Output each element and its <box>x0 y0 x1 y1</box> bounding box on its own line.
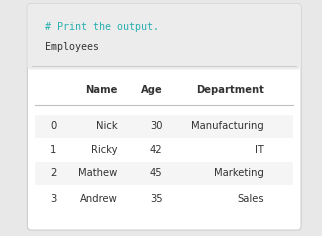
Text: # Print the output.: # Print the output. <box>45 22 159 32</box>
Text: 1: 1 <box>50 145 56 155</box>
Text: 0: 0 <box>50 121 56 131</box>
Text: IT: IT <box>255 145 264 155</box>
Text: 2: 2 <box>50 169 56 178</box>
Text: Andrew: Andrew <box>80 194 118 204</box>
FancyBboxPatch shape <box>27 4 301 70</box>
Text: 42: 42 <box>150 145 163 155</box>
Text: Age: Age <box>141 85 163 95</box>
FancyBboxPatch shape <box>27 4 301 230</box>
Text: 35: 35 <box>150 194 163 204</box>
Text: 30: 30 <box>150 121 163 131</box>
FancyBboxPatch shape <box>35 115 293 138</box>
FancyBboxPatch shape <box>35 162 293 185</box>
Text: 3: 3 <box>50 194 56 204</box>
Text: Department: Department <box>196 85 264 95</box>
Text: Sales: Sales <box>237 194 264 204</box>
Text: Employees: Employees <box>45 42 99 52</box>
Text: Manufacturing: Manufacturing <box>191 121 264 131</box>
Text: Marketing: Marketing <box>214 169 264 178</box>
Text: Ricky: Ricky <box>91 145 118 155</box>
Text: Mathew: Mathew <box>78 169 118 178</box>
Text: 45: 45 <box>150 169 163 178</box>
Text: Name: Name <box>85 85 118 95</box>
Text: Nick: Nick <box>96 121 118 131</box>
